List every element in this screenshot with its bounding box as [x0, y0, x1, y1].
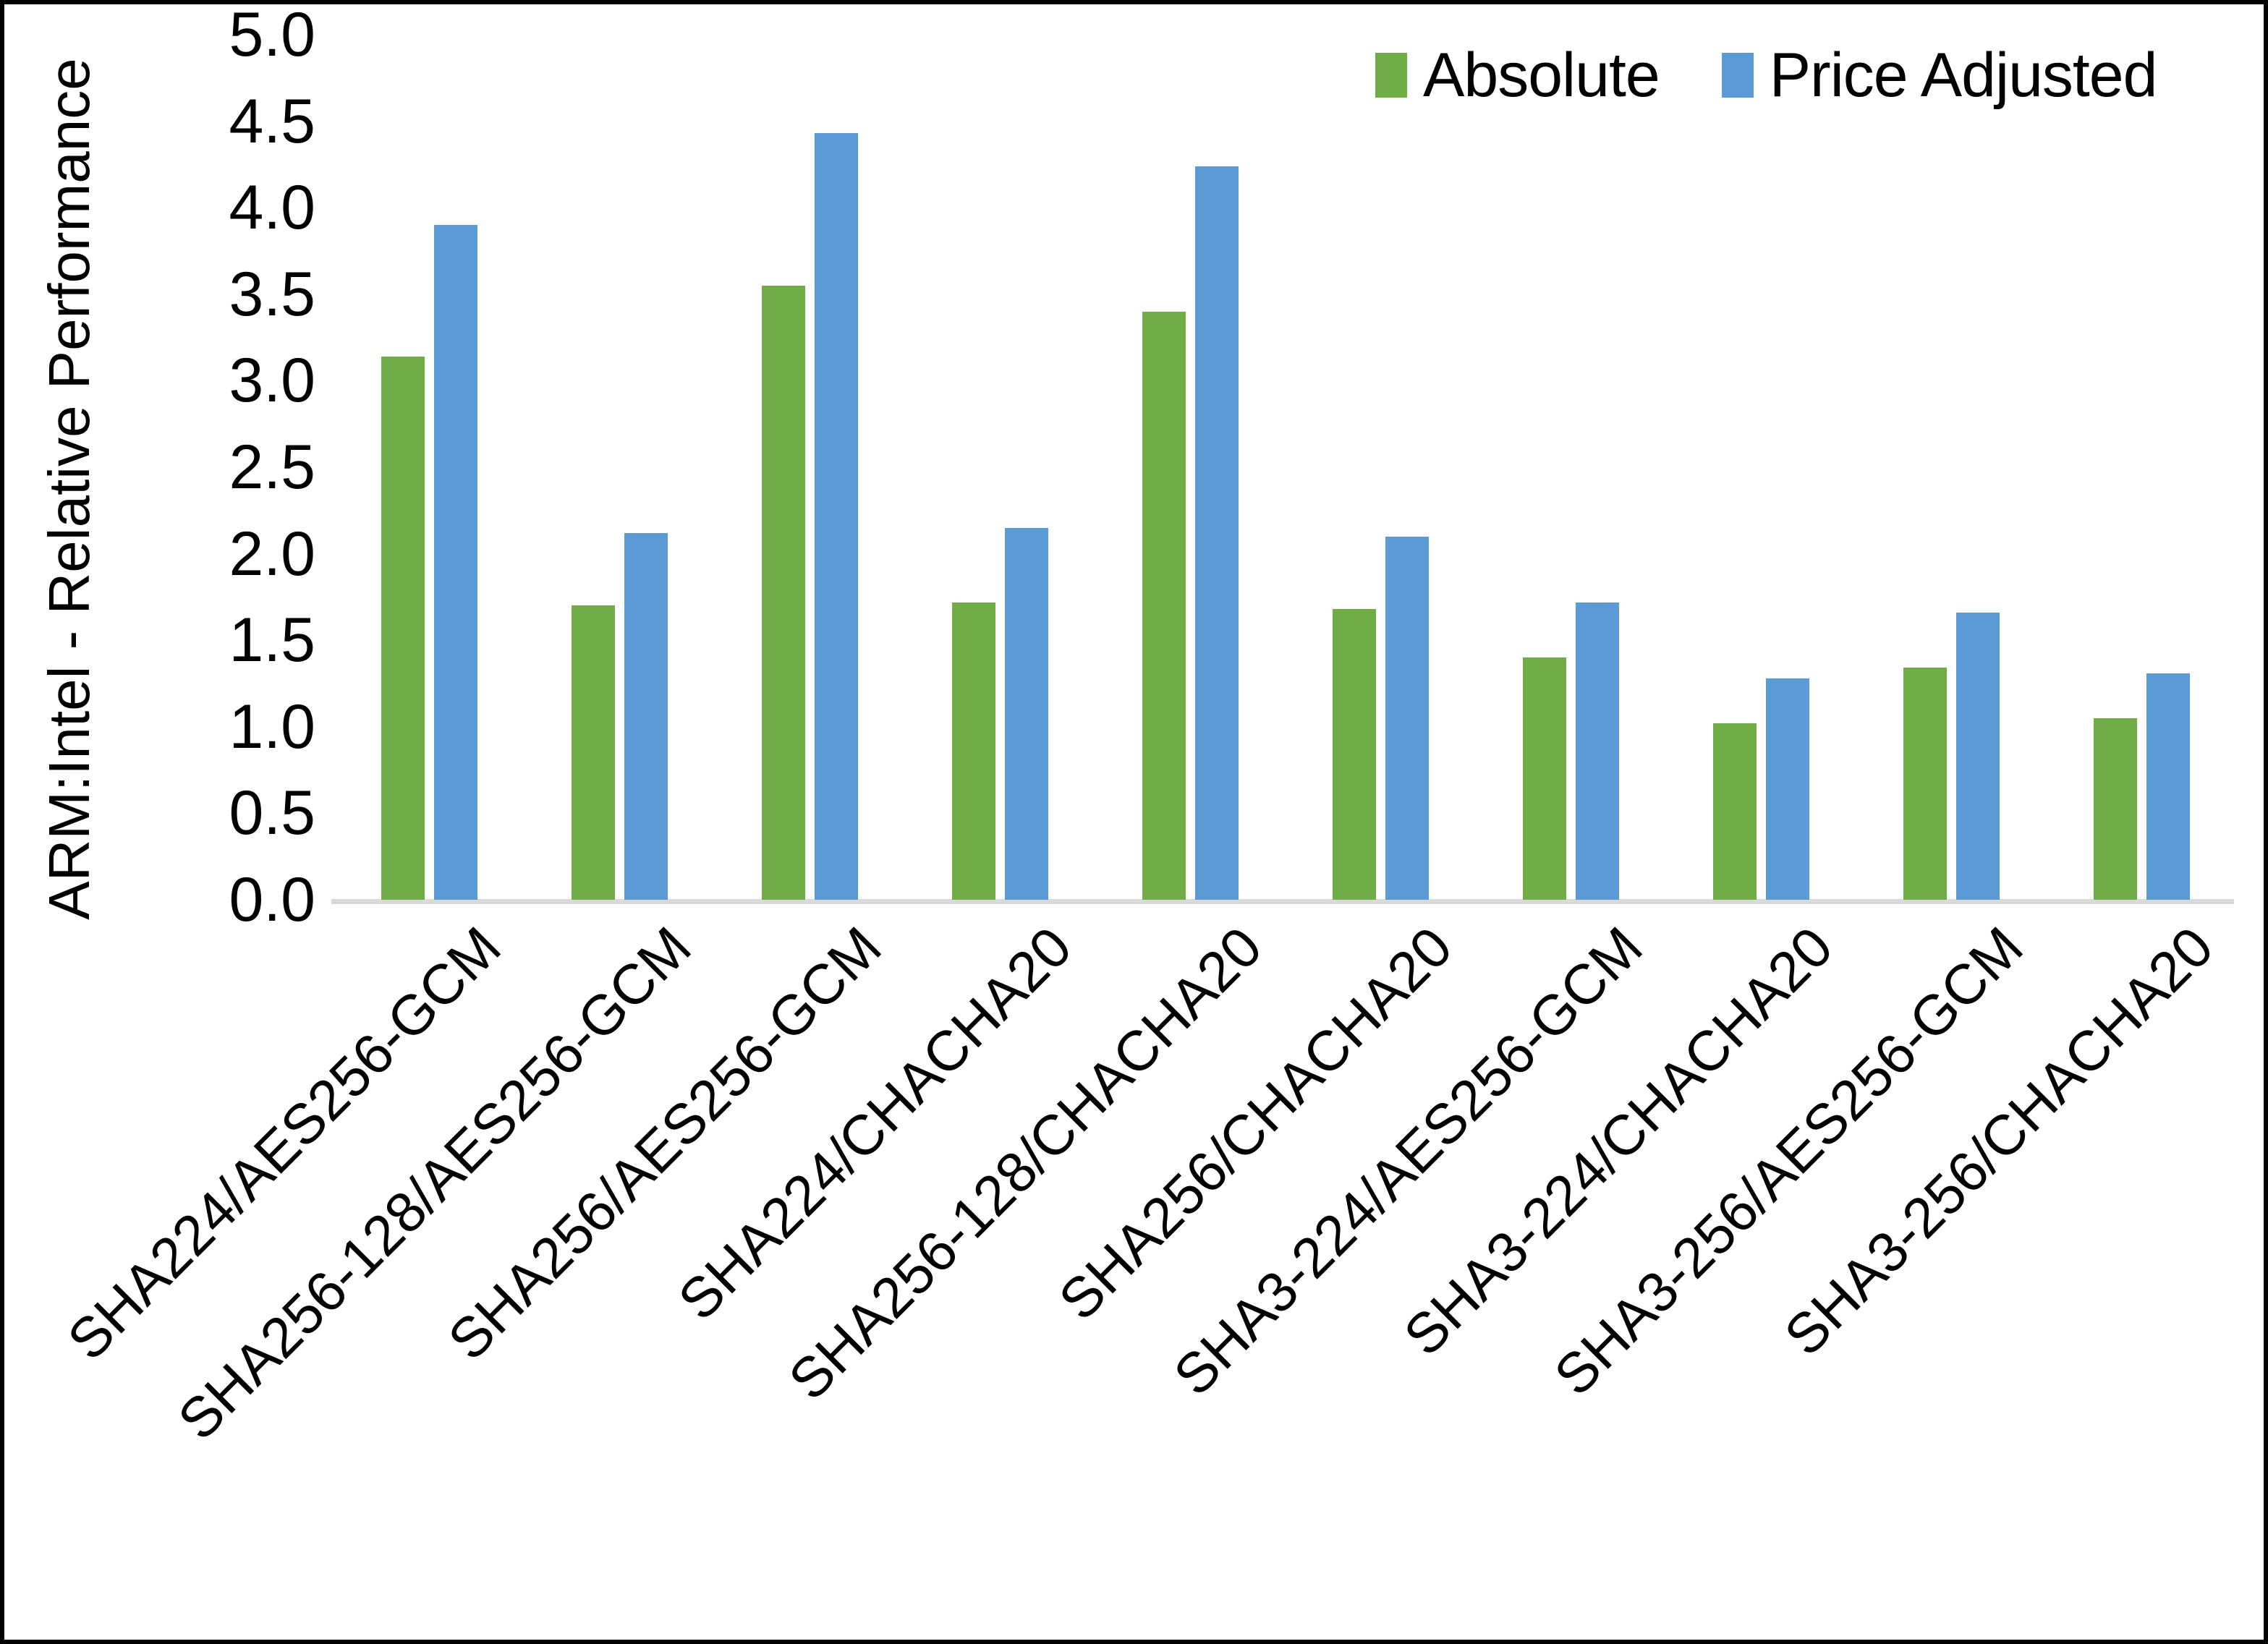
bar-price-adjusted[interactable]: [1956, 612, 2000, 900]
bar-group: [1333, 35, 1429, 900]
bar-price-adjusted[interactable]: [434, 225, 477, 900]
bar-group: [1523, 35, 1619, 900]
y-axis-tick-label: 3.0: [229, 346, 315, 416]
bar-absolute[interactable]: [762, 285, 805, 900]
bar-absolute[interactable]: [1523, 657, 1566, 900]
y-axis-title: ARM:Intel - Relative Performance: [37, 58, 101, 920]
bar-price-adjusted[interactable]: [1195, 166, 1239, 900]
bar-absolute[interactable]: [1333, 609, 1376, 900]
y-axis-tick-label: 5.0: [229, 0, 315, 69]
legend-item-absolute[interactable]: Absolute: [1375, 44, 1660, 106]
legend-label-price-adjusted: Price Adjusted: [1769, 41, 2158, 110]
bar-group: [1903, 35, 2000, 900]
chart-legend: Absolute Price Adjusted: [1375, 44, 2157, 106]
bar-absolute[interactable]: [1903, 668, 1947, 900]
legend-swatch-price-adjusted: [1721, 53, 1754, 98]
y-axis-tick-label: 0.5: [229, 778, 315, 848]
bar-group: [572, 35, 668, 900]
bar-price-adjusted[interactable]: [1766, 678, 1809, 900]
legend-label-absolute: Absolute: [1423, 41, 1660, 110]
legend-item-price-adjusted[interactable]: Price Adjusted: [1721, 41, 2158, 110]
y-axis-tick-label: 4.5: [229, 86, 315, 156]
y-axis-tick-label: 0.0: [229, 865, 315, 934]
bar-absolute[interactable]: [952, 602, 995, 900]
bar-group: [1142, 35, 1239, 900]
bar-absolute[interactable]: [2094, 717, 2137, 900]
bar-price-adjusted[interactable]: [1005, 527, 1048, 900]
bar-absolute[interactable]: [1713, 723, 1757, 900]
y-axis-tick-label: 2.5: [229, 433, 315, 502]
bar-price-adjusted[interactable]: [2146, 673, 2190, 900]
bar-price-adjusted[interactable]: [1385, 536, 1429, 900]
bar-price-adjusted[interactable]: [1576, 602, 1619, 900]
y-axis-tick-label: 4.0: [229, 173, 315, 243]
bar-group: [381, 35, 477, 900]
bar-group: [2094, 35, 2190, 900]
bar-group: [762, 35, 858, 900]
y-axis-tick-labels: 5.0 4.5 4.0 3.5 3.0 2.5 2.0 1.5 1.0 0.5 0.0: [127, 0, 315, 934]
bar-price-adjusted[interactable]: [624, 532, 668, 900]
bar-price-adjusted[interactable]: [815, 133, 858, 900]
legend-swatch-absolute: [1375, 53, 1407, 98]
bar-group: [952, 35, 1048, 900]
x-axis-baseline: [331, 899, 2234, 904]
plot-area: [331, 35, 2234, 904]
bar-absolute[interactable]: [572, 605, 615, 900]
bar-absolute[interactable]: [1142, 311, 1186, 900]
y-axis-tick-label: 2.0: [229, 519, 315, 589]
y-axis-tick-label: 3.5: [229, 259, 315, 329]
bar-absolute[interactable]: [381, 356, 425, 900]
y-axis-tick-label: 1.5: [229, 605, 315, 676]
y-axis-tick-label: 1.0: [229, 691, 315, 762]
bar-group: [1713, 35, 1809, 900]
x-axis-tick-labels: SHA224/AES256-GCM SHA256-128/AES256-GCM SH…: [55, 914, 2234, 1568]
